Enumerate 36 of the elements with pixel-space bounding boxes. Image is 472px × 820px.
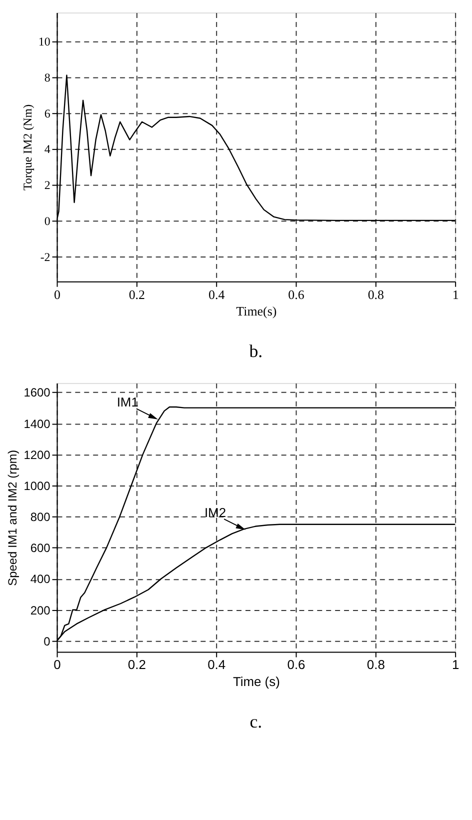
x-tick-label: 0.6 bbox=[288, 286, 305, 302]
x-tick-label: 0.8 bbox=[366, 657, 385, 672]
x-axis-title: Time (s) bbox=[232, 674, 280, 690]
y-tick-label: 600 bbox=[30, 541, 51, 556]
y-axis-title: Torque IM2 (Nm) bbox=[20, 104, 34, 190]
y-tick-label: 1600 bbox=[24, 386, 51, 400]
y-tick-label: 800 bbox=[30, 510, 51, 524]
x-tick-label: 0.8 bbox=[368, 286, 384, 302]
x-tick-label: 0.2 bbox=[128, 286, 146, 302]
y-tick-label: 200 bbox=[30, 603, 51, 618]
y-tick-label: 4 bbox=[44, 142, 50, 156]
y-tick-label: 2 bbox=[44, 178, 50, 192]
y-tick-label: -2 bbox=[40, 250, 50, 264]
y-tick-label: 8 bbox=[44, 70, 50, 85]
y-tick-label: 1200 bbox=[24, 448, 51, 462]
x-axis-title: Time(s) bbox=[236, 304, 277, 319]
y-axis-title: Speed IM1 and IM2 (rpm) bbox=[6, 450, 20, 586]
x-tick-label: 0 bbox=[54, 657, 61, 672]
y-tick-label: 0 bbox=[44, 214, 50, 228]
x-tick-label: 0.6 bbox=[287, 657, 306, 672]
y-tick-label: 10 bbox=[38, 34, 50, 49]
x-tick-label: 0 bbox=[54, 286, 60, 302]
x-tick-label: 0.2 bbox=[128, 657, 146, 672]
annotation: IM1 bbox=[116, 394, 138, 410]
y-tick-label: 400 bbox=[30, 572, 51, 586]
y-tick-label: 0 bbox=[44, 634, 51, 648]
annotation: IM2 bbox=[204, 505, 226, 520]
x-tick-label: 0.4 bbox=[208, 657, 226, 672]
x-tick-label: 1 bbox=[452, 286, 459, 302]
y-tick-label: 1400 bbox=[24, 416, 51, 431]
x-tick-label: 0.4 bbox=[208, 286, 226, 302]
y-tick-label: 1000 bbox=[24, 478, 51, 493]
text: b. bbox=[249, 341, 263, 362]
x-tick-label: 1 bbox=[452, 657, 460, 672]
text: c. bbox=[250, 711, 262, 732]
y-tick-label: 6 bbox=[44, 106, 50, 120]
